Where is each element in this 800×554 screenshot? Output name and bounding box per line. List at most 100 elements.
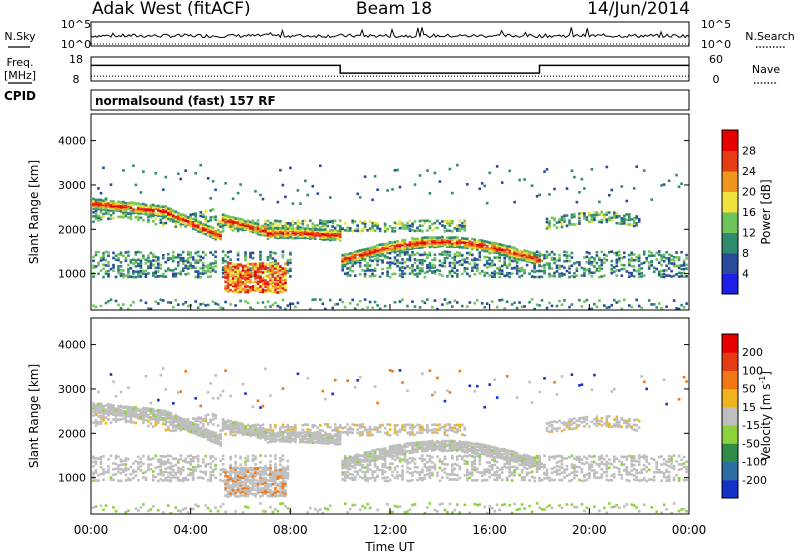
range-cell	[652, 303, 656, 306]
range-cell	[174, 217, 178, 221]
range-cell	[311, 423, 315, 427]
range-cell	[201, 461, 205, 464]
range-cell	[157, 302, 160, 305]
range-cell	[271, 436, 275, 439]
range-cell	[214, 237, 217, 241]
range-cell	[149, 206, 153, 209]
range-cell	[201, 302, 205, 306]
range-cell	[423, 275, 427, 279]
range-cell	[246, 467, 250, 470]
range-cell	[231, 218, 235, 222]
range-cell	[628, 223, 631, 226]
range-cell	[271, 290, 275, 294]
range-cell	[139, 457, 143, 461]
range-cell	[149, 463, 153, 466]
range-cell	[94, 212, 98, 216]
range-cell	[266, 482, 270, 486]
range-cell	[446, 238, 449, 242]
range-cell	[147, 415, 150, 419]
range-cell	[226, 214, 230, 218]
range-cell	[261, 432, 265, 436]
range-cell	[249, 222, 252, 226]
range-cell	[209, 476, 212, 480]
range-cell	[211, 418, 215, 421]
range-cell	[431, 244, 434, 247]
range-cell	[172, 418, 175, 421]
range-cell	[588, 220, 591, 224]
range-cell	[224, 223, 227, 227]
range-cell	[423, 236, 427, 239]
range-cell	[169, 421, 173, 424]
range-cell	[630, 264, 633, 268]
range-cell	[234, 493, 237, 496]
range-cell	[598, 256, 601, 260]
range-cell	[513, 254, 516, 257]
range-cell	[269, 472, 272, 476]
range-cell	[211, 430, 215, 434]
range-cell	[373, 250, 377, 253]
range-cell	[593, 265, 596, 268]
range-cell	[333, 423, 337, 426]
range-cell	[169, 476, 173, 480]
range-cell	[386, 242, 389, 246]
range-cell	[271, 274, 275, 278]
range-cell	[398, 244, 402, 248]
range-cell	[264, 469, 267, 472]
range-cell	[139, 461, 143, 464]
range-cell	[299, 440, 302, 444]
range-cell	[157, 465, 160, 469]
range-cell	[343, 272, 347, 276]
range-cell	[500, 245, 504, 249]
range-cell	[199, 404, 202, 408]
range-cell	[356, 424, 359, 427]
range-cell	[271, 510, 275, 514]
range-cell	[498, 256, 501, 259]
range-cell	[194, 219, 197, 222]
range-cell	[535, 250, 539, 254]
range-cell	[346, 511, 349, 514]
range-cell	[324, 397, 327, 401]
range-cell	[259, 406, 262, 409]
range-cell	[403, 227, 407, 230]
range-cell	[231, 277, 235, 280]
range-cell	[107, 251, 110, 254]
range-cell	[162, 256, 165, 260]
range-cell	[301, 219, 305, 223]
range-cell	[637, 217, 641, 221]
range-cell	[311, 234, 315, 237]
range-cell	[177, 423, 180, 427]
range-cell	[149, 410, 153, 413]
range-cell	[488, 258, 491, 261]
range-cell	[271, 303, 275, 307]
range-cell	[269, 466, 272, 470]
range-cell	[319, 435, 322, 439]
range-cell	[254, 277, 257, 280]
range-cell	[236, 474, 240, 478]
range-cell	[515, 258, 519, 262]
range-cell	[184, 370, 187, 373]
range-cell	[301, 236, 305, 239]
range-cell	[194, 417, 197, 421]
range-cell	[94, 479, 98, 482]
range-cell	[177, 478, 180, 482]
range-cell	[224, 254, 227, 257]
range-cell	[366, 465, 369, 469]
range-cell	[311, 232, 315, 236]
range-cell	[226, 482, 230, 486]
range-cell	[271, 229, 275, 232]
range-cell	[224, 369, 227, 372]
range-cell	[269, 428, 272, 432]
range-cell	[540, 299, 544, 302]
range-cell	[107, 300, 110, 303]
range-cell	[241, 218, 245, 222]
range-cell	[209, 216, 212, 219]
range-cell	[336, 431, 339, 434]
range-cell	[291, 302, 295, 306]
range-cell	[234, 454, 237, 458]
range-cell	[590, 271, 594, 275]
range-cell	[209, 227, 212, 231]
range-cell	[249, 281, 252, 284]
range-cell	[286, 428, 290, 431]
range-cell	[224, 471, 227, 474]
range-cell	[485, 262, 489, 265]
